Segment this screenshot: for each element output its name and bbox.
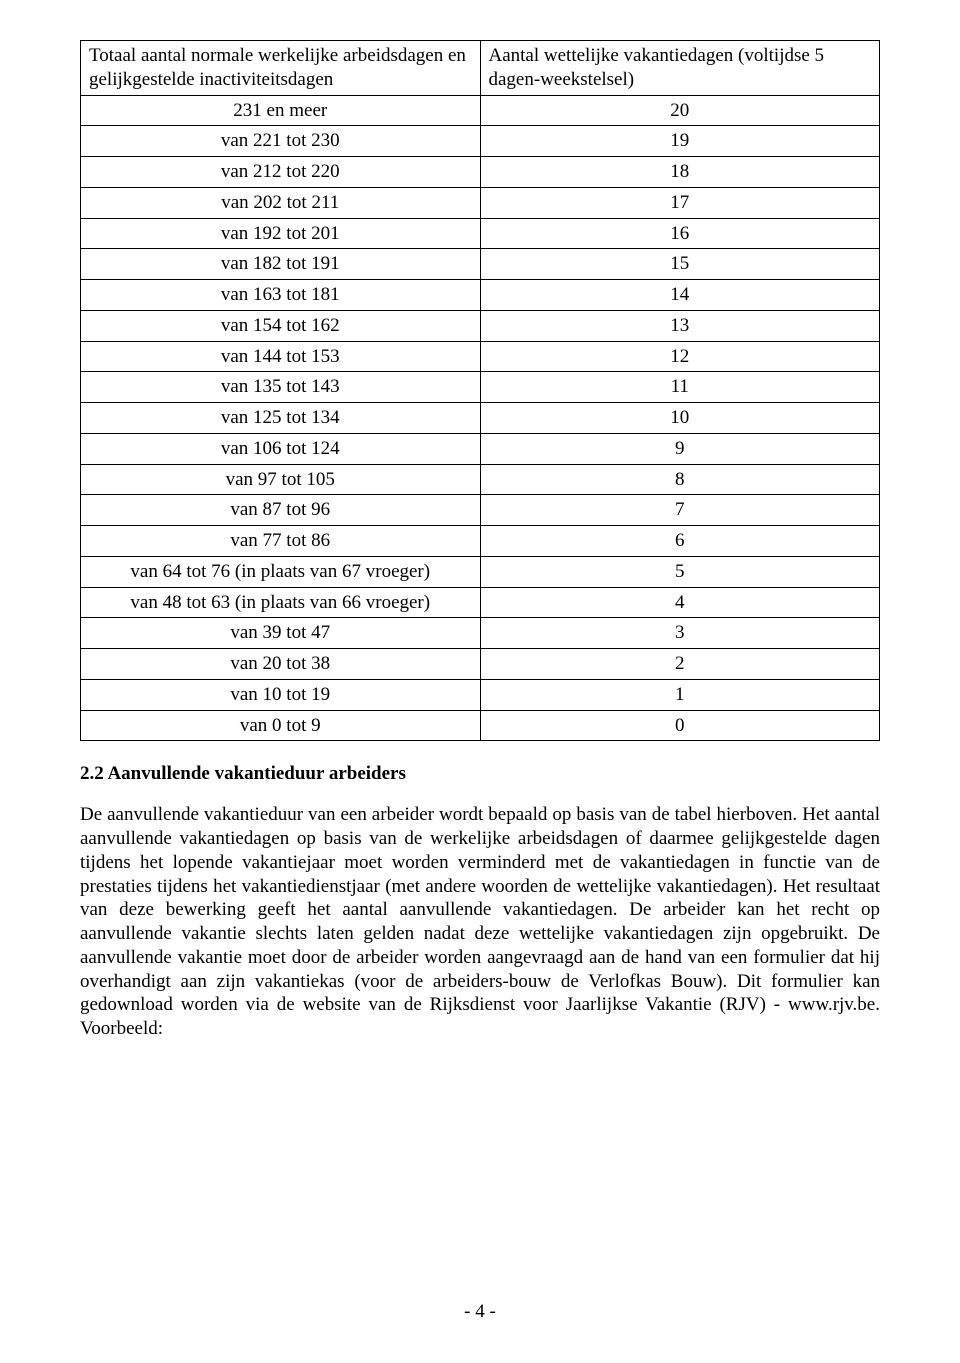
table-cell-left: van 125 tot 134 bbox=[81, 403, 481, 434]
table-row: van 212 tot 22018 bbox=[81, 157, 880, 188]
table-cell-right: 5 bbox=[480, 556, 880, 587]
table-cell-right: 17 bbox=[480, 187, 880, 218]
table-row: van 144 tot 15312 bbox=[81, 341, 880, 372]
table-header-row: Totaal aantal normale werkelijke arbeids… bbox=[81, 41, 880, 96]
table-cell-left: van 106 tot 124 bbox=[81, 433, 481, 464]
table-cell-left: van 144 tot 153 bbox=[81, 341, 481, 372]
table-row: van 87 tot 967 bbox=[81, 495, 880, 526]
table-cell-left: van 182 tot 191 bbox=[81, 249, 481, 280]
table-cell-right: 18 bbox=[480, 157, 880, 188]
table-row: van 106 tot 1249 bbox=[81, 433, 880, 464]
table-cell-left: van 154 tot 162 bbox=[81, 310, 481, 341]
table-cell-right: 13 bbox=[480, 310, 880, 341]
table-row: van 48 tot 63 (in plaats van 66 vroeger)… bbox=[81, 587, 880, 618]
table-cell-left: van 20 tot 38 bbox=[81, 649, 481, 680]
table-cell-left: van 64 tot 76 (in plaats van 67 vroeger) bbox=[81, 556, 481, 587]
section-title: 2.2 Aanvullende vakantieduur arbeiders bbox=[80, 763, 880, 785]
table-cell-left: van 87 tot 96 bbox=[81, 495, 481, 526]
table-cell-right: 9 bbox=[480, 433, 880, 464]
table-row: van 0 tot 90 bbox=[81, 710, 880, 741]
table-cell-right: 2 bbox=[480, 649, 880, 680]
table-header-left: Totaal aantal normale werkelijke arbeids… bbox=[81, 41, 481, 96]
table-cell-right: 16 bbox=[480, 218, 880, 249]
table-cell-right: 12 bbox=[480, 341, 880, 372]
table-cell-right: 7 bbox=[480, 495, 880, 526]
vacation-days-table: Totaal aantal normale werkelijke arbeids… bbox=[80, 40, 880, 741]
table-row: van 221 tot 23019 bbox=[81, 126, 880, 157]
table-cell-right: 15 bbox=[480, 249, 880, 280]
table-cell-left: van 192 tot 201 bbox=[81, 218, 481, 249]
table-cell-right: 3 bbox=[480, 618, 880, 649]
table-cell-right: 20 bbox=[480, 95, 880, 126]
table-cell-right: 11 bbox=[480, 372, 880, 403]
table-cell-left: van 163 tot 181 bbox=[81, 280, 481, 311]
section-paragraph: De aanvullende vakantieduur van een arbe… bbox=[80, 803, 880, 1041]
table-cell-right: 10 bbox=[480, 403, 880, 434]
table-cell-left: 231 en meer bbox=[81, 95, 481, 126]
table-cell-left: van 77 tot 86 bbox=[81, 526, 481, 557]
table-cell-right: 14 bbox=[480, 280, 880, 311]
table-cell-left: van 97 tot 105 bbox=[81, 464, 481, 495]
table-row: van 182 tot 19115 bbox=[81, 249, 880, 280]
table-row: van 192 tot 20116 bbox=[81, 218, 880, 249]
table-cell-right: 4 bbox=[480, 587, 880, 618]
table-cell-right: 6 bbox=[480, 526, 880, 557]
table-row: van 135 tot 14311 bbox=[81, 372, 880, 403]
table-row: van 10 tot 191 bbox=[81, 679, 880, 710]
table-cell-right: 19 bbox=[480, 126, 880, 157]
table-cell-left: van 39 tot 47 bbox=[81, 618, 481, 649]
table-cell-left: van 221 tot 230 bbox=[81, 126, 481, 157]
table-row: van 77 tot 866 bbox=[81, 526, 880, 557]
document-page: Totaal aantal normale werkelijke arbeids… bbox=[0, 0, 960, 1363]
table-row: van 154 tot 16213 bbox=[81, 310, 880, 341]
table-cell-right: 0 bbox=[480, 710, 880, 741]
table-row: van 39 tot 473 bbox=[81, 618, 880, 649]
table-cell-left: van 212 tot 220 bbox=[81, 157, 481, 188]
table-cell-right: 1 bbox=[480, 679, 880, 710]
table-row: van 20 tot 382 bbox=[81, 649, 880, 680]
table-cell-left: van 135 tot 143 bbox=[81, 372, 481, 403]
page-number: - 4 - bbox=[80, 1301, 880, 1323]
table-row: van 97 tot 1058 bbox=[81, 464, 880, 495]
table-header-right: Aantal wettelijke vakantiedagen (voltijd… bbox=[480, 41, 880, 96]
table-row: van 163 tot 18114 bbox=[81, 280, 880, 311]
table-cell-left: van 10 tot 19 bbox=[81, 679, 481, 710]
table-row: van 125 tot 13410 bbox=[81, 403, 880, 434]
table-row: 231 en meer20 bbox=[81, 95, 880, 126]
table-row: van 202 tot 21117 bbox=[81, 187, 880, 218]
table-cell-left: van 48 tot 63 (in plaats van 66 vroeger) bbox=[81, 587, 481, 618]
table-cell-left: van 202 tot 211 bbox=[81, 187, 481, 218]
table-cell-left: van 0 tot 9 bbox=[81, 710, 481, 741]
table-row: van 64 tot 76 (in plaats van 67 vroeger)… bbox=[81, 556, 880, 587]
table-cell-right: 8 bbox=[480, 464, 880, 495]
